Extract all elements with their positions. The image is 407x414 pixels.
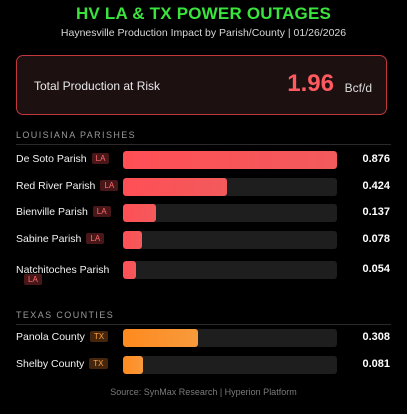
state-badge: TX bbox=[89, 358, 108, 369]
category-label: Sabine Parish LA bbox=[16, 233, 105, 245]
value-label: 0.876 bbox=[362, 153, 390, 165]
category-name: Bienville Parish bbox=[16, 206, 88, 218]
bar bbox=[123, 204, 157, 222]
bar bbox=[123, 356, 143, 374]
bar-track bbox=[123, 329, 337, 347]
section-divider bbox=[16, 144, 391, 145]
category-name: De Soto Parish bbox=[16, 153, 87, 165]
value-label: 0.078 bbox=[362, 233, 390, 245]
category-label: De Soto Parish LA bbox=[16, 153, 110, 165]
total-production-card: Total Production at Risk 1.96 Bcf/d bbox=[16, 55, 387, 115]
category-label: Shelby County TX bbox=[16, 358, 108, 370]
state-badge: LA bbox=[24, 274, 42, 285]
bar-track bbox=[123, 204, 337, 222]
section-title: TEXAS COUNTIES bbox=[16, 310, 115, 320]
category-name: Natchitoches Parish bbox=[16, 264, 110, 276]
category-label: Bienville Parish LA bbox=[16, 206, 111, 218]
state-badge: LA bbox=[91, 153, 110, 164]
state-badge: LA bbox=[92, 206, 111, 217]
bar-track bbox=[123, 356, 337, 374]
value-label: 0.137 bbox=[362, 206, 390, 218]
state-badge: LA bbox=[86, 233, 105, 244]
chart-subtitle: Haynesville Production Impact by Parish/… bbox=[60, 27, 347, 39]
category-label: Red River Parish LA bbox=[16, 180, 119, 192]
bar-track bbox=[123, 178, 337, 196]
chart-title: HV LA & TX POWER OUTAGES bbox=[75, 4, 332, 23]
total-unit: Bcf/d bbox=[344, 81, 372, 95]
bar-track bbox=[123, 261, 337, 279]
total-value: 1.96 bbox=[287, 70, 334, 97]
bar-track bbox=[123, 231, 337, 249]
category-label: Natchitoches Parish bbox=[16, 264, 109, 276]
value-label: 0.081 bbox=[362, 358, 390, 370]
source-footer: Source: SynMax Research | Hyperion Platf… bbox=[110, 387, 297, 397]
bar bbox=[123, 178, 227, 196]
section-title: LOUISIANA PARISHES bbox=[16, 130, 137, 140]
bar bbox=[123, 151, 337, 169]
total-label: Total Production at Risk bbox=[34, 79, 161, 93]
category-name: Red River Parish bbox=[16, 180, 96, 192]
bar bbox=[123, 329, 199, 347]
section-divider bbox=[16, 324, 391, 325]
state-badge: TX bbox=[89, 331, 109, 342]
bar bbox=[123, 231, 143, 249]
value-label: 0.308 bbox=[362, 331, 390, 343]
state-badge: LA bbox=[100, 180, 119, 191]
category-label: Panola County TX bbox=[16, 331, 109, 343]
category-name: Shelby County bbox=[16, 358, 85, 370]
category-name: Panola County bbox=[16, 331, 85, 343]
bar-track bbox=[123, 151, 337, 169]
value-label: 0.054 bbox=[362, 263, 390, 275]
category-name: Sabine Parish bbox=[16, 233, 82, 245]
value-label: 0.424 bbox=[362, 180, 390, 192]
bar bbox=[123, 261, 137, 279]
